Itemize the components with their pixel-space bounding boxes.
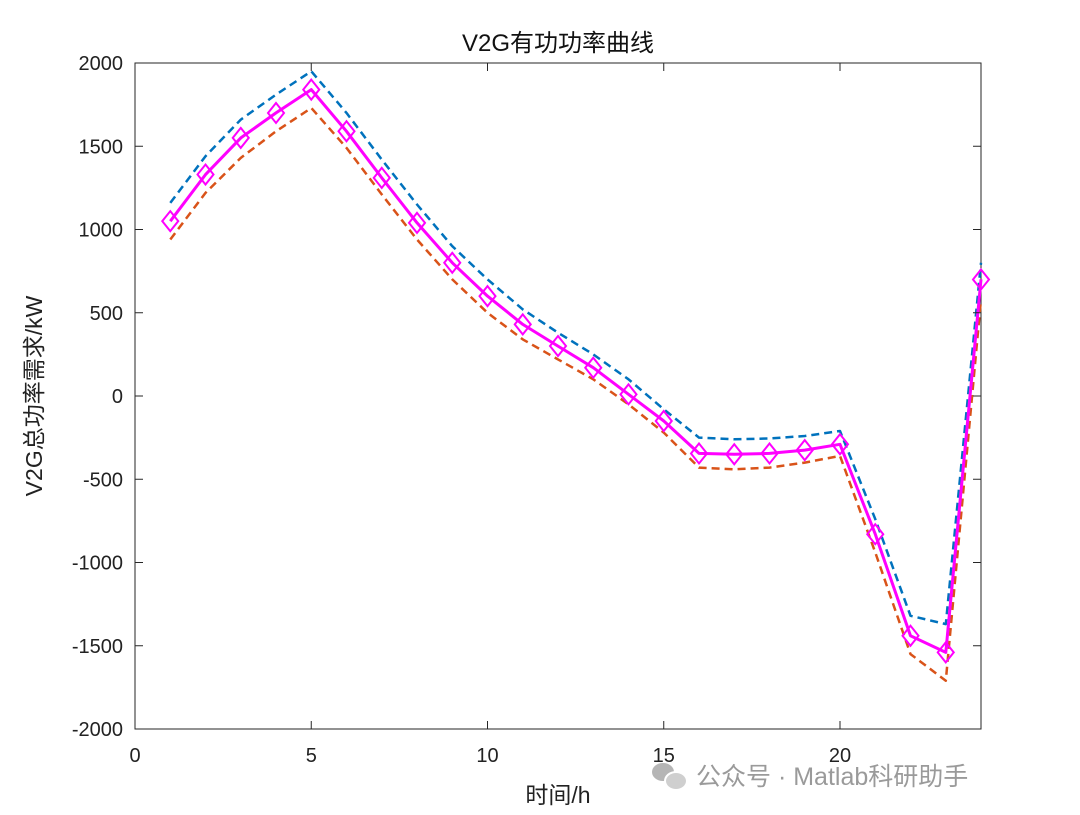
- data-point-marker: [478, 284, 497, 308]
- x-tick-label: 10: [476, 745, 498, 767]
- y-axis-label: V2G总功率需求/kW: [21, 295, 47, 496]
- data-point-marker: [196, 162, 215, 187]
- data-point-marker: [583, 356, 603, 380]
- data-point-marker: [619, 382, 638, 406]
- data-point-marker: [372, 166, 392, 190]
- data-point-marker: [724, 442, 744, 466]
- data-point-marker: [830, 432, 850, 456]
- watermark-text: 公众号 · Matlab科研助手: [696, 763, 969, 791]
- watermark: 公众号 · Matlab科研助手: [652, 757, 968, 793]
- data-point-marker: [160, 209, 180, 233]
- y-tick-label: -500: [83, 469, 123, 491]
- tick-layer: 0 5 10 15 20 -2000 -1500 -1000 -500 0 500 1000 1500 2…: [72, 53, 981, 767]
- x-tick-label: 5: [306, 745, 317, 767]
- data-point-marker: [442, 251, 462, 275]
- data-point-marker: [795, 438, 815, 462]
- y-tick-label: -2000: [72, 719, 123, 741]
- x-axis-label: 时间/h: [525, 782, 590, 808]
- chart-title: V2G有功功率曲线: [462, 30, 654, 57]
- x-tick-label: 0: [129, 745, 140, 767]
- series-line-1: [169, 106, 983, 682]
- data-point-marker: [654, 409, 674, 433]
- wechat-icon: [652, 761, 688, 791]
- series-line-0: [169, 70, 983, 626]
- data-point-marker: [936, 640, 956, 665]
- y-tick-label: -1000: [72, 553, 123, 575]
- data-point-marker: [971, 267, 991, 292]
- data-point-marker: [231, 126, 251, 150]
- plot-area: 0 5 10 15 20 -2000 -1500 -1000 -500 0 500 1000 1500 2…: [72, 53, 991, 767]
- data-point-marker: [407, 211, 427, 235]
- plot-box: [134, 62, 982, 730]
- y-tick-label: 0: [112, 386, 123, 408]
- y-tick-label: 500: [90, 303, 123, 325]
- data-point-marker: [513, 312, 533, 337]
- marker-layer: [160, 78, 991, 665]
- data-point-marker: [865, 522, 885, 546]
- y-tick-label: 2000: [79, 53, 124, 75]
- y-tick-label: -1500: [72, 636, 123, 658]
- data-point-marker: [301, 78, 321, 102]
- x-tick-label: 20: [829, 745, 851, 767]
- data-point-marker: [548, 334, 568, 358]
- data-point-marker: [901, 624, 920, 648]
- data-point-marker: [760, 441, 779, 466]
- x-tick-label: 15: [653, 745, 675, 767]
- data-point-marker: [266, 101, 286, 125]
- data-point-marker: [337, 119, 356, 143]
- y-tick-label: 1500: [79, 136, 124, 158]
- y-tick-label: 1000: [79, 220, 124, 242]
- series-line-2: [169, 88, 983, 654]
- series-layer: [169, 70, 983, 682]
- data-point-marker: [689, 441, 709, 466]
